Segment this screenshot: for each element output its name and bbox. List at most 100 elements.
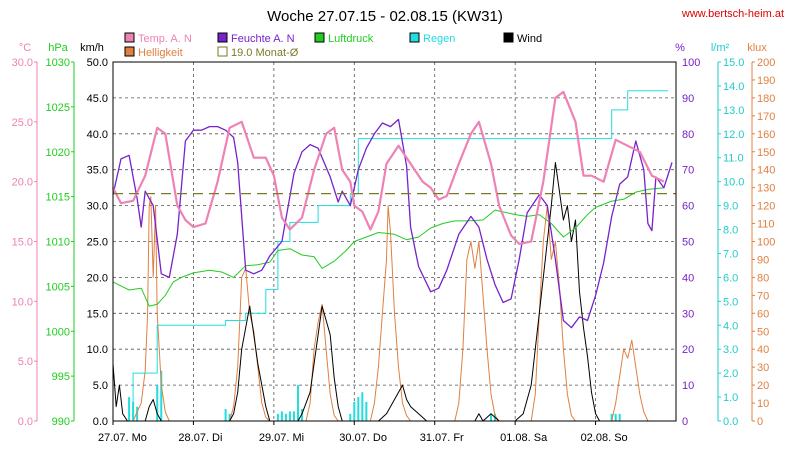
legend-swatch [314, 32, 325, 43]
legend-label: Wind [517, 33, 542, 45]
temp-tick-label: 10.0 [12, 296, 33, 308]
hum-series-line [112, 118, 673, 329]
x-tick-label: 29.07. Mi [259, 432, 304, 444]
rain-tick-label: 7.0 [723, 248, 738, 260]
rain-bar [614, 413, 617, 421]
lux-tick-label: 100 [757, 237, 775, 249]
rain-bar [365, 401, 368, 421]
x-tick-label: 01.08. Sa [500, 432, 548, 444]
legend-label: Regen [423, 33, 455, 45]
hum-tick-label: 90 [682, 93, 694, 105]
lux-tick-label: 0 [757, 416, 763, 428]
rain-tick-label: 10.0 [723, 177, 744, 189]
wind-unit-label: km/h [80, 42, 104, 54]
press-series-line [112, 187, 664, 307]
rain-series-line [113, 90, 668, 422]
lux-tick-label: 40 [757, 344, 769, 356]
hum-tick-label: 50 [682, 237, 694, 249]
wind-tick-label: 10.0 [87, 344, 108, 356]
rain-bar [618, 413, 621, 421]
hum-tick-label: 70 [682, 165, 694, 177]
legend-label: Temp. A. N [138, 33, 192, 45]
x-axis-labels: 27.07. Mo 28.07. Di 29.07. Mi 30.07. Do 31.0… [98, 421, 628, 444]
rain-bar [160, 370, 163, 421]
left-axes: 0.0 5.0 10.0 15.0 20.0 25.0 30.0 990 995 1000 1005… [12, 57, 108, 428]
lux-tick-label: 80 [757, 272, 769, 284]
plot-area [112, 61, 677, 422]
rain-bar [280, 411, 283, 421]
hum-tick-label: 20 [682, 344, 694, 356]
x-tick-label: 27.07. Mo [98, 432, 147, 444]
right-axes: 01020304050607080901000.01.02.03.04.05.0… [682, 57, 775, 428]
rain-tick-label: 1.0 [723, 392, 738, 404]
lux-tick-label: 20 [757, 380, 769, 392]
lux-unit-label: klux [747, 42, 767, 54]
lux-tick-label: 50 [757, 326, 769, 338]
legend-swatch [124, 32, 135, 43]
source-link[interactable]: www.bertsch-heim.at [681, 8, 784, 20]
legend-label: 19.0 Monat-Ø [231, 47, 299, 59]
rain-bar [228, 413, 231, 421]
rain-tick-label: 6.0 [723, 272, 738, 284]
lux-tick-label: 170 [757, 111, 775, 123]
wind-tick-label: 0.0 [93, 416, 108, 428]
hum-unit-label: % [675, 42, 685, 54]
temp-tick-label: 15.0 [12, 237, 33, 249]
hum-tick-label: 60 [682, 201, 694, 213]
rain-bar [224, 409, 227, 421]
rain-bar [288, 411, 291, 421]
plot-frame [112, 61, 677, 422]
legend-label: Helligkeit [138, 47, 183, 59]
x-tick-label: 30.07. Do [339, 432, 387, 444]
rain-tick-label: 8.0 [723, 225, 738, 237]
lux-tick-label: 120 [757, 201, 775, 213]
rain-bar [296, 385, 299, 421]
rain-bar [349, 413, 352, 421]
wind-tick-label: 15.0 [87, 308, 108, 320]
press-tick-label: 1020 [46, 147, 70, 159]
lux-tick-label: 70 [757, 290, 769, 302]
wind-tick-label: 25.0 [87, 237, 108, 249]
press-tick-label: 1005 [46, 281, 70, 293]
temp-series-line [112, 90, 665, 245]
hum-tick-label: 10 [682, 380, 694, 392]
rain-unit-label: l/m² [711, 42, 730, 54]
legend-label: Feuchte A. N [231, 33, 295, 45]
hum-tick-label: 40 [682, 272, 694, 284]
hum-tick-label: 100 [682, 57, 700, 69]
temp-tick-label: 0.0 [18, 416, 33, 428]
rain-tick-label: 13.0 [723, 105, 744, 117]
rain-bar [292, 411, 295, 421]
hum-tick-label: 0 [682, 416, 688, 428]
wind-tick-label: 40.0 [87, 129, 108, 141]
rain-bar [490, 413, 493, 421]
lux-tick-label: 90 [757, 254, 769, 266]
lux-tick-label: 200 [757, 57, 775, 69]
press-tick-label: 1000 [46, 326, 70, 338]
rain-bar [361, 392, 364, 421]
rain-bar [353, 401, 356, 421]
temp-tick-label: 5.0 [18, 356, 33, 368]
legend: Temp. A. N Feuchte A. N Luftdruck Regen Wind… [124, 32, 542, 59]
lux-tick-label: 60 [757, 308, 769, 320]
rain-tick-label: 0.0 [723, 416, 738, 428]
press-tick-label: 1025 [46, 102, 70, 114]
temp-unit-label: °C [19, 42, 31, 54]
lux-tick-label: 190 [757, 75, 775, 87]
chart-title: Woche 27.07.15 - 02.08.15 (KW31) [267, 8, 503, 25]
temp-tick-label: 30.0 [12, 57, 33, 69]
wind-tick-label: 20.0 [87, 272, 108, 284]
rain-bar [128, 397, 131, 421]
rain-bar [357, 397, 360, 421]
rain-tick-label: 5.0 [723, 296, 738, 308]
rain-bar [610, 413, 613, 421]
legend-swatch [124, 46, 135, 57]
legend-swatch [409, 32, 420, 43]
press-tick-label: 1010 [46, 237, 70, 249]
rain-tick-label: 2.0 [723, 368, 738, 380]
rain-bar [136, 406, 139, 421]
wind-tick-label: 45.0 [87, 93, 108, 105]
hum-tick-label: 80 [682, 129, 694, 141]
axis-unit-labels: °C hPa km/h% l/m² klux [19, 42, 767, 54]
